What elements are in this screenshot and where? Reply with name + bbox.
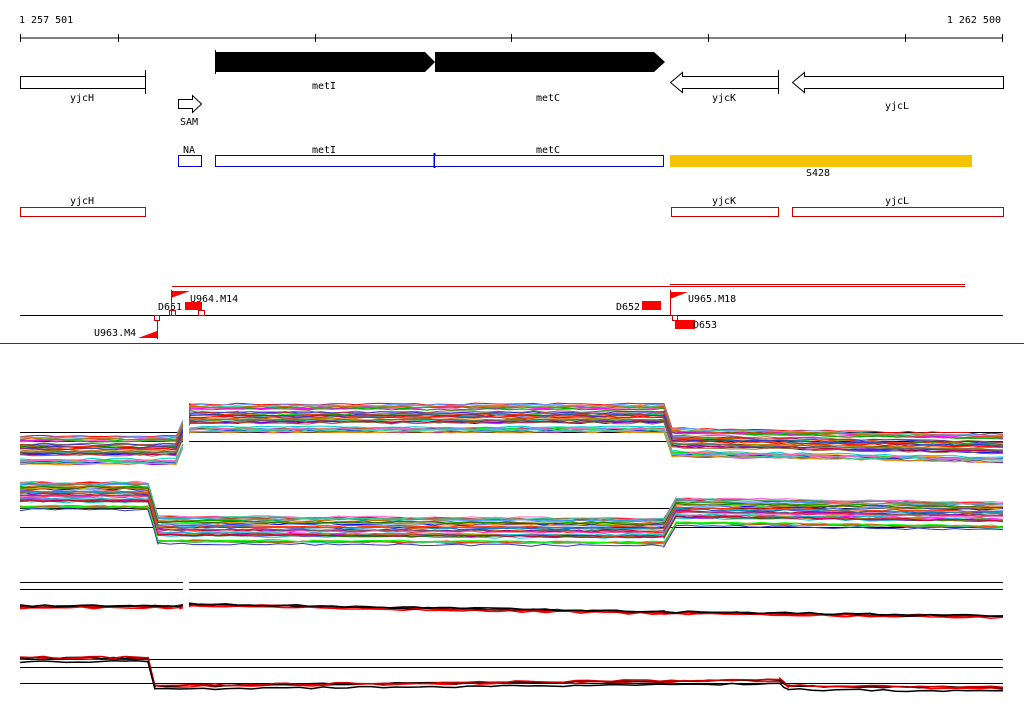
ruler-ticks <box>20 34 1003 42</box>
gene-track: yjcH metI metC yjcK yjcL SAM <box>20 50 1004 129</box>
expression-panel-1 <box>19 398 1004 466</box>
gene-label-metI: metI <box>312 81 336 92</box>
ruler-end-label: 1 262 500 <box>947 15 1001 26</box>
expression-panel-3 <box>19 578 1004 620</box>
feature-label-D651: D651 <box>158 302 182 313</box>
feature-D651[interactable]: D651 <box>158 302 205 316</box>
gene-yjcK[interactable]: yjcK <box>669 70 779 104</box>
operon-segment-track: yjcH yjcK yjcL <box>20 196 1004 217</box>
operon-yjcL[interactable] <box>792 207 1004 217</box>
riboswitch-label: SAM <box>180 117 198 128</box>
feature-D652[interactable]: D652 <box>616 301 661 313</box>
segment-S428[interactable] <box>670 155 972 167</box>
expression-panel-4 <box>19 655 1004 693</box>
segment-metC[interactable] <box>434 155 664 167</box>
gene-label-yjcL: yjcL <box>885 101 909 112</box>
operon-yjcH[interactable] <box>20 207 146 217</box>
feature-D653[interactable]: D653 <box>672 315 718 332</box>
feature-label-U964.M14: U964.M14 <box>190 294 238 305</box>
coordinate-ruler: 1 257 501 1 262 500 <box>19 15 1003 42</box>
segment-label-metC: metC <box>536 145 560 156</box>
segment-NA[interactable] <box>178 155 202 167</box>
segment-label-NA: NA <box>183 145 195 156</box>
segment-label-S428: S428 <box>806 168 830 179</box>
feature-U963.M4[interactable]: U963.M4 <box>94 315 160 339</box>
operon-label-yjcL: yjcL <box>885 196 909 207</box>
operon-yjcK[interactable] <box>671 207 779 217</box>
gene-yjcL[interactable]: yjcL <box>791 71 1004 113</box>
operon-label-yjcK: yjcK <box>712 196 736 207</box>
feature-track: D651 U964.M14 D652 U965.M18 U963.M4 <box>0 284 1024 344</box>
feature-label-U963.M4: U963.M4 <box>94 328 136 339</box>
operon-label-yjcH: yjcH <box>70 196 94 207</box>
feature-label-U965.M18: U965.M18 <box>688 294 736 305</box>
expression-panel-2 <box>19 480 1004 549</box>
riboswitch-SAM[interactable]: SAM <box>178 94 203 129</box>
gene-metI[interactable]: metI <box>215 50 435 92</box>
feature-label-D652: D652 <box>616 302 640 313</box>
feature-U965.M18[interactable]: U965.M18 <box>670 290 736 316</box>
gene-metC[interactable]: metC <box>435 52 665 104</box>
transcript-segment-track: NA metI metC S428 <box>178 145 972 179</box>
gene-label-yjcK: yjcK <box>712 93 736 104</box>
segment-metI[interactable] <box>215 155 435 167</box>
gene-yjcH[interactable]: yjcH <box>20 70 146 104</box>
gene-label-metC: metC <box>536 93 560 104</box>
ruler-start-label: 1 257 501 <box>19 15 73 26</box>
gene-label-yjcH: yjcH <box>70 93 94 104</box>
feature-label-D653: D653 <box>693 320 717 331</box>
feature-U964.M14[interactable]: U964.M14 <box>171 290 238 316</box>
segment-label-metI: metI <box>312 145 336 156</box>
